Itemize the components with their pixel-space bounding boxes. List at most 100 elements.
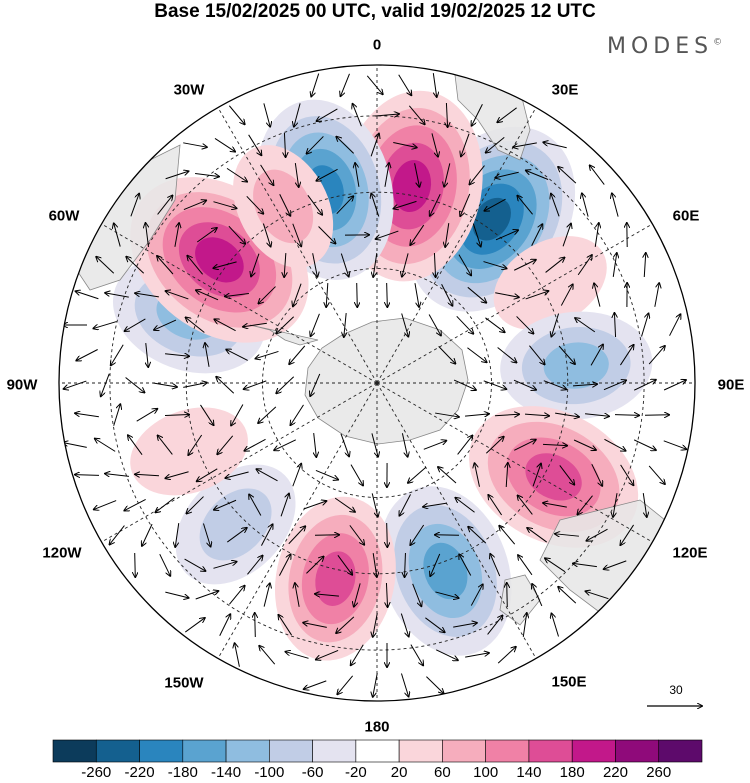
- wind-vector: [350, 464, 363, 486]
- wind-vector: [197, 468, 218, 481]
- wind-vector: [408, 105, 424, 124]
- wind-vector: [126, 257, 145, 274]
- wind-vector: [165, 171, 189, 180]
- wind-vector: [495, 292, 519, 298]
- colorbar-swatch: [95, 739, 140, 763]
- wind-vector: [486, 136, 505, 152]
- wind-vector: [524, 414, 549, 416]
- wind-vector: [603, 380, 626, 391]
- wind-vector: [251, 253, 260, 277]
- wind-vector: [458, 254, 471, 276]
- wind-vector: [146, 343, 148, 367]
- wind-vector: [572, 384, 597, 386]
- wind-vector: [475, 463, 480, 487]
- wind-vector: [304, 680, 327, 689]
- antarctic-peninsula: [249, 324, 319, 346]
- wind-vector: [560, 284, 572, 306]
- wind-vector: [495, 171, 519, 178]
- wind-vector: [292, 223, 301, 246]
- wind-vector: [63, 443, 87, 448]
- wind-vector: [586, 528, 608, 541]
- wind-vector: [316, 649, 339, 659]
- wind-vector: [205, 343, 210, 367]
- wind-vector: [366, 75, 382, 94]
- wind-vector: [459, 554, 472, 576]
- wind-vector: [423, 502, 447, 507]
- wind-vector: [457, 436, 473, 455]
- colorbar-swatch: [658, 739, 703, 763]
- wind-vector: [453, 623, 477, 628]
- wind-vector: [159, 553, 170, 576]
- wind-vector: [337, 675, 354, 694]
- wind-vector: [527, 528, 548, 543]
- wind-vector: [195, 173, 219, 176]
- wind-vector: [165, 471, 189, 478]
- wind-vector: [225, 294, 249, 297]
- wind-vector: [400, 673, 408, 697]
- wind-vector: [470, 165, 485, 185]
- wind-vector: [373, 613, 378, 637]
- colorbar-swatch: [139, 739, 184, 763]
- wind-vector: [506, 463, 508, 488]
- wind-vector: [386, 582, 387, 607]
- chart-title: Base 15/02/2025 00 UTC, valid 19/02/2025…: [154, 1, 596, 22]
- wind-vector: [435, 412, 459, 417]
- antarctica: [304, 317, 469, 445]
- wind-vector: [284, 132, 285, 157]
- wind-vector: [295, 583, 300, 607]
- wind-vector: [326, 282, 328, 307]
- wind-vector: [669, 314, 681, 336]
- wind-vector: [393, 141, 416, 147]
- lon-label-120e: 120E: [672, 544, 708, 562]
- wind-vector: [213, 562, 236, 569]
- wind-vector: [543, 380, 566, 390]
- wind-vector: [135, 293, 159, 298]
- wind-vector: [371, 194, 380, 217]
- wind-vector: [585, 414, 609, 417]
- wind-vector: [633, 380, 656, 391]
- wind-vector: [135, 552, 136, 577]
- wind-vector: [228, 105, 244, 125]
- wind-vector: [125, 377, 145, 393]
- wind-vector: [336, 137, 354, 154]
- wind-vector: [289, 345, 306, 364]
- wind-vector: [594, 283, 601, 307]
- wind-vector: [186, 496, 204, 514]
- wind-vector: [405, 552, 406, 577]
- colorbar-swatch: [398, 739, 443, 763]
- wind-vector: [340, 433, 349, 457]
- brand-logo: MODES©: [607, 34, 723, 59]
- wind-vector: [258, 286, 276, 304]
- wind-vector: [278, 615, 292, 636]
- wind-vector: [334, 497, 355, 512]
- wind-vector: [256, 350, 279, 358]
- wind-vector: [612, 253, 617, 277]
- wind-vector: [372, 553, 377, 577]
- wind-vector: [551, 614, 559, 637]
- wind-vector: [314, 433, 317, 457]
- wind-vector: [292, 464, 301, 487]
- wind-vector: [590, 165, 605, 185]
- wind-vector: [663, 440, 686, 449]
- wind-vector: [620, 345, 633, 366]
- anomaly-center: [175, 464, 296, 585]
- wind-vector: [577, 255, 592, 276]
- wind-vector: [355, 163, 360, 187]
- wind-vector: [517, 196, 533, 215]
- colorbar-label: 20: [390, 764, 408, 781]
- wind-vector: [529, 345, 544, 365]
- wind-vector: [513, 260, 536, 271]
- colorbar-label: -20: [345, 764, 367, 781]
- wind-vector: [259, 646, 276, 665]
- wind-vector: [227, 528, 246, 543]
- wind-vector: [111, 344, 124, 366]
- wind-vector: [303, 623, 327, 628]
- wind-vector: [384, 163, 389, 187]
- wind-vector: [174, 223, 179, 247]
- wind-vector: [518, 555, 533, 576]
- colorbar-label: 220: [602, 764, 628, 781]
- wind-vector: [235, 643, 240, 667]
- wind-vector: [531, 224, 543, 246]
- wind-vector: [183, 142, 207, 147]
- wind-vector: [183, 200, 206, 210]
